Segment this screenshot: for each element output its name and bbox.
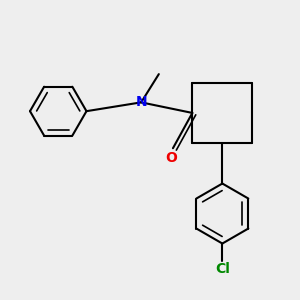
Text: O: O [165, 151, 177, 165]
Text: Cl: Cl [215, 262, 230, 276]
Text: N: N [135, 95, 147, 110]
